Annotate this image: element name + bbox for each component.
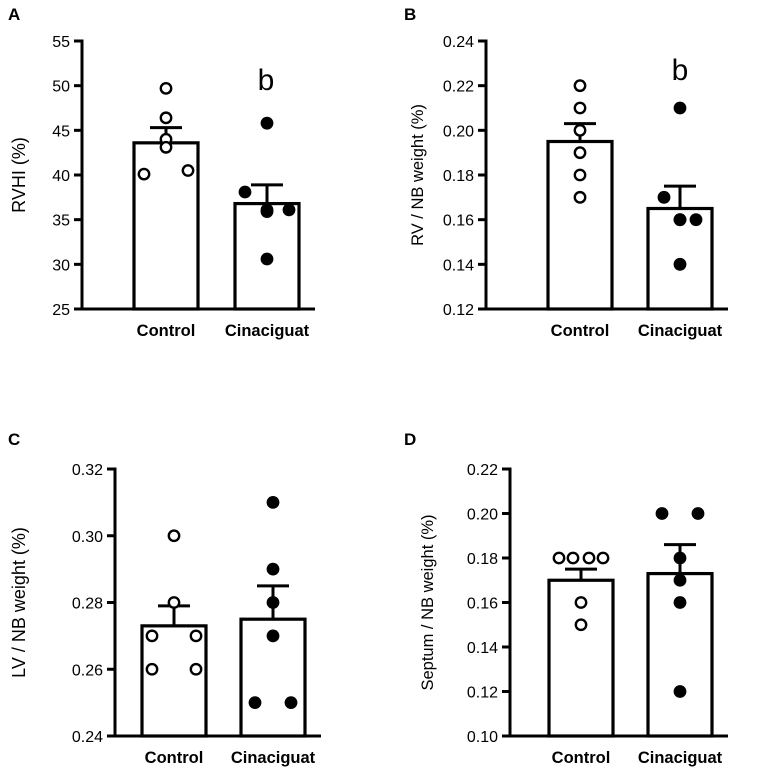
data-point-control (582, 551, 596, 565)
bar-control (140, 624, 208, 738)
y-tick-label: 0.22 (443, 79, 474, 96)
data-point-control (574, 596, 588, 609)
y-tick-label: 0.10 (467, 729, 498, 746)
y-tick-label: 45 (52, 123, 70, 140)
data-point-cinaciguat (284, 696, 298, 710)
panel-a: A 25 30 35 40 45 50 55 Control Cinaciguat RVHI (%)… (8, 5, 315, 340)
panel-letter: A (8, 5, 20, 24)
y-tick-label: 0.28 (72, 596, 103, 613)
category-label-cinaciguat: Cinaciguat (638, 322, 723, 340)
data-point-control (596, 551, 610, 565)
y-axis-label: Septum / NB weight (%) (419, 514, 437, 690)
y-axis-label: RVHI (%) (9, 137, 29, 213)
y-tick-label: 50 (52, 79, 70, 96)
data-point-cinaciguat (266, 629, 280, 643)
y-tick-label: 0.14 (443, 257, 474, 274)
data-point-control (167, 529, 181, 543)
panel-letter: D (404, 430, 416, 449)
data-point-control (159, 111, 173, 125)
y-tick-label: 0.12 (467, 685, 498, 702)
y-tick-label: 55 (52, 34, 70, 51)
data-point-cinaciguat (655, 507, 669, 520)
data-point-cinaciguat (691, 507, 705, 520)
data-point-control (159, 81, 173, 95)
category-label-cinaciguat: Cinaciguat (231, 749, 316, 767)
y-tick-label: 0.12 (443, 302, 474, 319)
data-point-cinaciguat (260, 252, 274, 266)
y-tick-label: 0.30 (72, 529, 103, 546)
data-point-cinaciguat (673, 685, 687, 698)
y-tick-label: 0.18 (467, 551, 498, 568)
data-point-cinaciguat (260, 205, 274, 219)
data-point-control (145, 629, 159, 643)
data-point-cinaciguat (248, 696, 262, 710)
category-label-cinaciguat: Cinaciguat (225, 322, 310, 340)
y-tick-label: 0.20 (467, 507, 498, 524)
y-tick-label: 25 (52, 302, 70, 319)
data-point-control (181, 164, 195, 177)
data-point-cinaciguat (282, 203, 296, 217)
data-point-control (566, 551, 580, 565)
data-point-cinaciguat (673, 257, 687, 271)
category-label-control: Control (552, 749, 611, 767)
data-point-cinaciguat (260, 116, 274, 130)
y-tick-label: 0.32 (72, 462, 103, 479)
y-tick-label: 35 (52, 213, 70, 230)
y-tick-label: 0.24 (443, 34, 474, 51)
data-point-cinaciguat (673, 213, 687, 227)
y-tick-label: 0.16 (467, 596, 498, 613)
y-tick-label: 0.22 (467, 462, 498, 479)
data-point-control (159, 140, 173, 154)
y-tick-label: 0.14 (467, 640, 498, 657)
y-tick-label: 0.24 (72, 729, 103, 746)
bar-control (546, 139, 614, 311)
data-point-cinaciguat (673, 573, 687, 587)
panel-d: D 0.10 0.12 0.14 0.16 0.18 0.20 0.22 Control Cina… (404, 430, 728, 767)
y-tick-label: 0.20 (443, 123, 474, 140)
data-point-cinaciguat (673, 101, 687, 115)
category-label-control: Control (551, 322, 610, 340)
data-point-cinaciguat (657, 190, 671, 204)
y-tick-label: 0.16 (443, 213, 474, 230)
panel-b: B 0.12 0.14 0.16 0.18 0.20 0.22 0.24 Control Cina… (404, 5, 728, 340)
y-tick-label: 40 (52, 168, 70, 185)
data-point-control (189, 629, 203, 643)
data-point-cinaciguat (266, 562, 280, 576)
data-point-control (573, 190, 587, 204)
y-tick-label: 0.18 (443, 168, 474, 185)
data-point-cinaciguat (266, 596, 280, 609)
category-label-control: Control (145, 749, 204, 767)
panel-letter: B (404, 5, 416, 24)
data-point-control (573, 168, 587, 182)
panel-letter: C (8, 430, 20, 449)
significance-label: b (672, 54, 689, 87)
data-point-control (137, 167, 151, 181)
data-point-cinaciguat (238, 185, 252, 199)
data-point-control (573, 101, 587, 115)
data-point-cinaciguat (673, 551, 687, 565)
data-point-control (573, 146, 587, 160)
panel-c: C 0.24 0.26 0.28 0.30 0.32 Control Cinaciguat LV… (8, 430, 321, 767)
data-point-control (573, 123, 587, 137)
category-label-control: Control (137, 322, 196, 340)
data-point-control (552, 551, 566, 565)
y-axis-label: LV / NB weight (%) (9, 527, 29, 678)
data-point-control (574, 618, 588, 632)
data-point-cinaciguat (689, 213, 703, 227)
y-tick-label: 30 (52, 257, 70, 274)
data-point-control (189, 662, 203, 676)
data-point-cinaciguat (673, 596, 687, 609)
data-point-control (167, 596, 181, 609)
significance-label: b (258, 64, 275, 97)
data-point-control (573, 79, 587, 93)
data-point-cinaciguat (266, 495, 280, 509)
y-tick-label: 0.26 (72, 662, 103, 679)
data-point-control (145, 662, 159, 676)
category-label-cinaciguat: Cinaciguat (638, 749, 723, 767)
y-axis-label: RV / NB weight (%) (409, 104, 427, 246)
